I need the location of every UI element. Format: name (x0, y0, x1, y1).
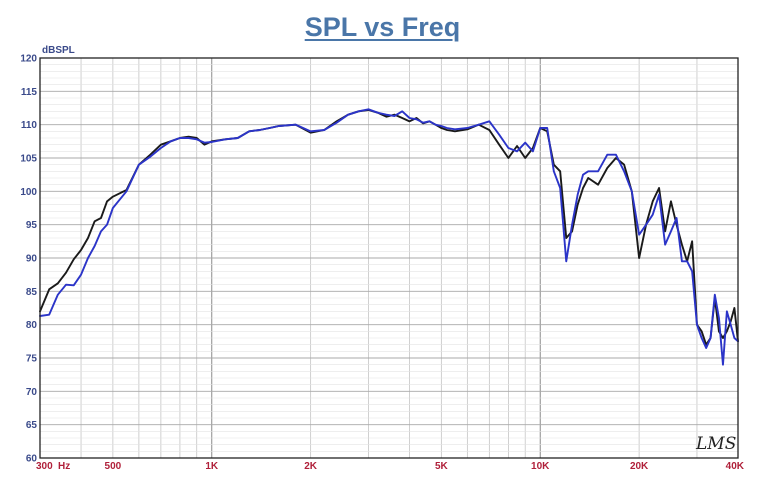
series-line-2 (39, 108, 739, 366)
plot-frame (39, 57, 739, 459)
x-unit-label: Hz (58, 461, 70, 472)
y-tick-label: 85 (26, 287, 38, 298)
series-lines (39, 108, 739, 366)
x-tick-label: 300 (36, 461, 53, 472)
y-tick-label: 110 (21, 120, 38, 131)
y-tick-label: 90 (26, 254, 38, 265)
y-tick-labels: 60 65 70 75 80 85 90 95 100 105 110 115 120 (20, 54, 37, 465)
x-tick-label: 5K (435, 461, 449, 472)
x-tick-label: 40K (726, 461, 745, 472)
series-line-1 (39, 109, 739, 346)
x-tick-label: 2K (304, 461, 318, 472)
y-tick-label: 60 (26, 454, 38, 465)
grid-lines (40, 58, 738, 458)
x-tick-label: 20K (630, 461, 649, 472)
y-tick-label: 115 (21, 87, 38, 98)
x-tick-label: 500 (105, 461, 122, 472)
y-tick-label: 95 (26, 220, 38, 231)
x-tick-label: 10K (531, 461, 550, 472)
y-tick-label: 105 (20, 154, 37, 165)
x-tick-label: 1K (205, 461, 219, 472)
y-tick-label: 100 (20, 187, 37, 198)
y-tick-label: 120 (20, 54, 37, 65)
x-tick-labels: 300 500 1K 2K 5K 10K 20K 40K Hz (36, 461, 745, 472)
chart-title: SPL vs Freq (304, 12, 461, 42)
y-tick-label: 70 (26, 387, 38, 398)
y-tick-label: 65 (26, 420, 38, 431)
watermark: LMS (695, 434, 736, 454)
y-tick-label: 80 (26, 320, 38, 331)
y-tick-label: 75 (26, 354, 38, 365)
y-axis-label: dBSPL (42, 45, 75, 56)
